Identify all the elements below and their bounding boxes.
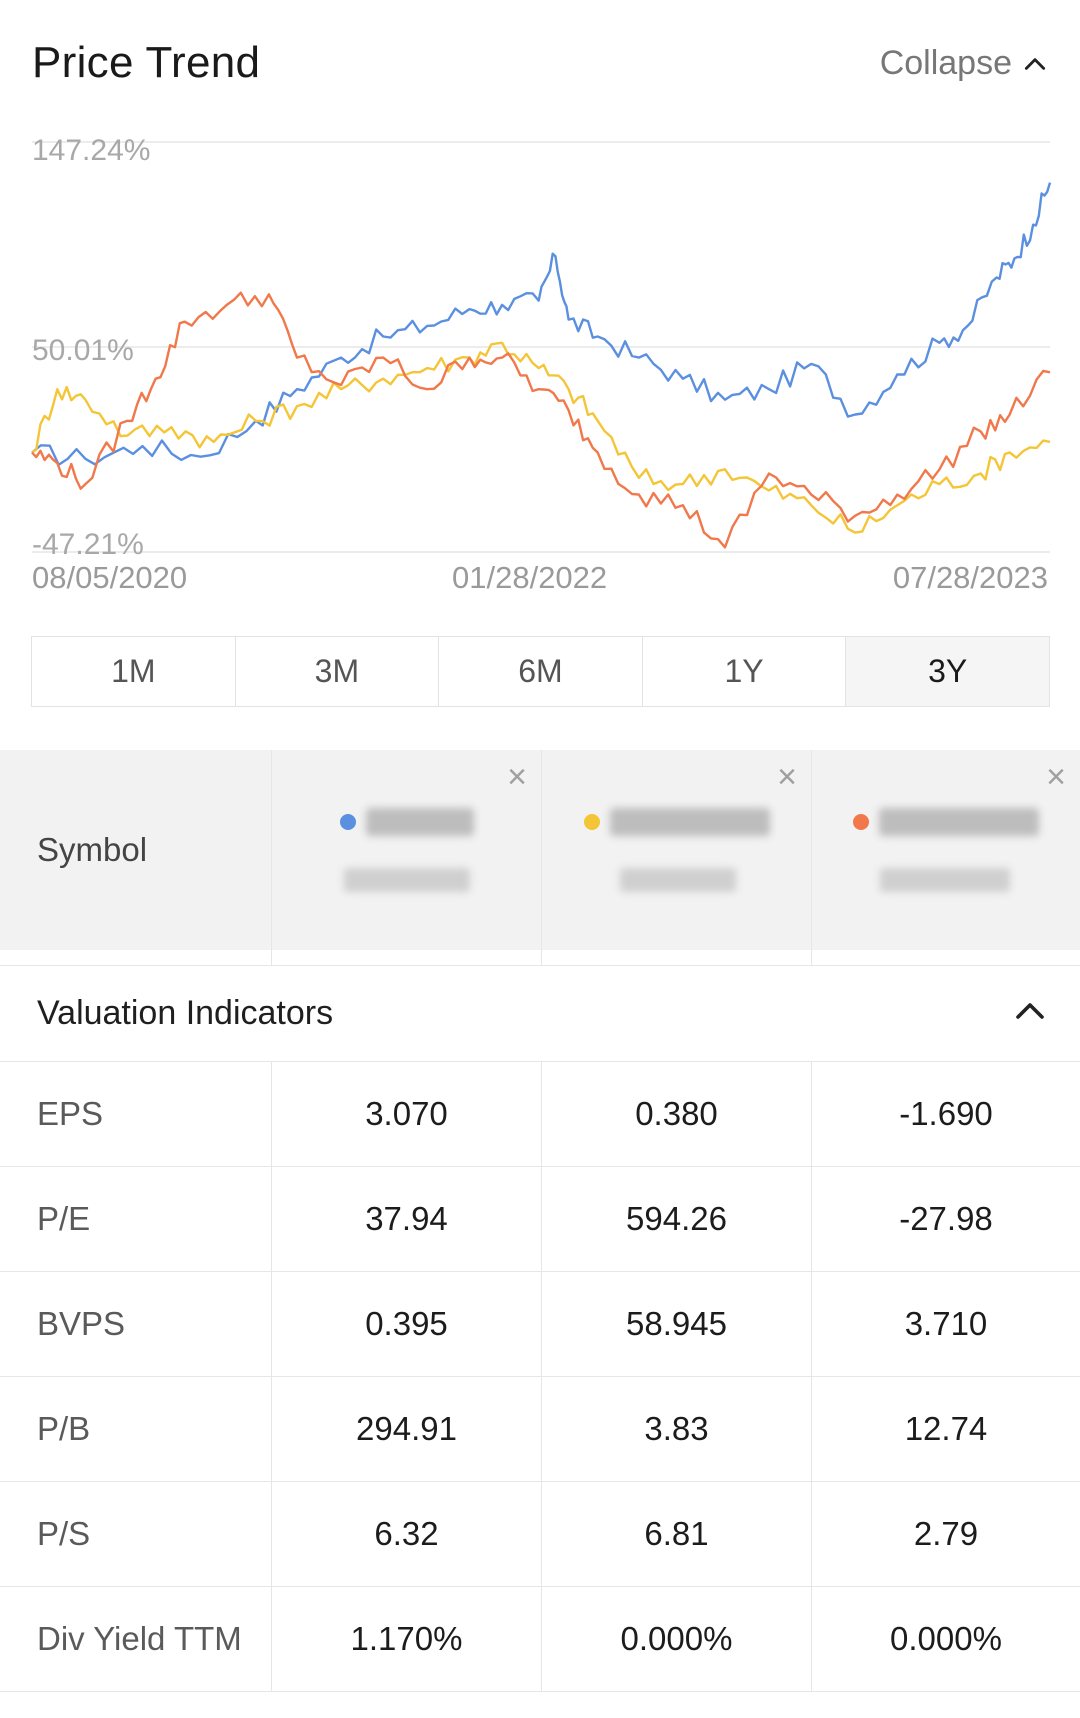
row-label: P/B — [0, 1377, 272, 1481]
time-range-selector: 1M 3M 6M 1Y 3Y — [31, 636, 1050, 707]
row-label: P/E — [0, 1167, 272, 1271]
row-label: EPS — [0, 1062, 272, 1166]
table-row: BVPS 0.395 58.945 3.710 — [0, 1272, 1080, 1377]
remove-symbol-1-icon[interactable]: × — [507, 758, 527, 796]
range-3y-button[interactable]: 3Y — [846, 637, 1049, 706]
section-title: Valuation Indicators — [37, 994, 334, 1032]
x-axis-label-mid: 01/28/2022 — [452, 560, 608, 595]
symbol-code-blurred — [344, 868, 470, 892]
price-trend-header: Price Trend Collapse — [0, 0, 1080, 130]
symbol-code-blurred — [620, 868, 736, 892]
row-value: 3.070 — [272, 1062, 542, 1166]
series-color-dot — [853, 814, 869, 830]
collapse-button[interactable]: Collapse — [880, 44, 1048, 83]
row-label: BVPS — [0, 1272, 272, 1376]
table-row: P/B 294.91 3.83 12.74 — [0, 1377, 1080, 1482]
y-axis-label-top: 147.24% — [32, 134, 151, 167]
row-value: 0.395 — [272, 1272, 542, 1376]
row-value: 1.170% — [272, 1587, 542, 1691]
row-label: Div Yield TTM — [0, 1587, 272, 1691]
series-line-3 — [31, 291, 1051, 549]
y-axis-label-mid: 50.01% — [32, 334, 134, 367]
comparison-table: Symbol × × × — [0, 750, 1080, 1692]
row-value: 294.91 — [272, 1377, 542, 1481]
row-value: 594.26 — [542, 1167, 812, 1271]
row-value: 12.74 — [904, 1410, 988, 1447]
table-row: EPS 3.070 0.380 -1.690 — [0, 1062, 1080, 1167]
symbol-column-3[interactable]: × — [812, 750, 1080, 950]
table-row: Div Yield TTM 1.170% 0.000% 0.000% — [0, 1587, 1080, 1692]
table-row: P/E 37.94 594.26 -27.98 — [0, 1167, 1080, 1272]
range-6m-button[interactable]: 6M — [439, 637, 643, 706]
range-3m-button[interactable]: 3M — [236, 637, 440, 706]
range-1y-button[interactable]: 1Y — [643, 637, 847, 706]
remove-symbol-2-icon[interactable]: × — [777, 758, 797, 796]
symbol-column-1[interactable]: × — [272, 750, 542, 950]
spacer-row — [0, 950, 1080, 966]
series-color-dot — [583, 814, 600, 830]
x-axis-label-start: 08/05/2020 — [32, 560, 188, 595]
chart-plot — [31, 141, 1052, 553]
page-title: Price Trend — [32, 38, 261, 87]
table-row: P/S 6.32 6.81 2.79 — [0, 1482, 1080, 1587]
symbol-column-2[interactable]: × — [542, 750, 812, 950]
range-1m-button[interactable]: 1M — [32, 637, 236, 706]
series-line-1 — [31, 182, 1052, 466]
symbol-name-blurred — [879, 808, 1039, 836]
remove-symbol-3-icon[interactable]: × — [1046, 758, 1066, 796]
row-value: 6.32 — [272, 1482, 542, 1586]
row-value: 58.945 — [542, 1272, 812, 1376]
row-value: 2.79 — [913, 1515, 979, 1552]
row-value: 0.000% — [542, 1587, 812, 1691]
series-line-2 — [31, 341, 1051, 534]
row-value: 6.81 — [542, 1482, 812, 1586]
row-value: 37.94 — [272, 1167, 542, 1271]
series-color-dot — [339, 814, 356, 830]
x-axis-label-end: 07/28/2023 — [892, 560, 1048, 595]
symbol-label: Symbol — [0, 750, 272, 950]
row-value: -27.98 — [899, 1200, 993, 1237]
chevron-up-icon — [1024, 57, 1046, 70]
y-axis-label-bottom: -47.21% — [32, 528, 144, 561]
symbol-row: Symbol × × × — [0, 750, 1080, 950]
row-value: -1.690 — [899, 1095, 993, 1132]
symbol-name-blurred — [609, 808, 770, 836]
row-value: 0.380 — [542, 1062, 812, 1166]
collapse-label: Collapse — [879, 44, 1012, 82]
row-value: 3.710 — [904, 1305, 988, 1342]
valuation-section-header[interactable]: Valuation Indicators — [0, 966, 1080, 1062]
row-label: P/S — [0, 1482, 272, 1586]
price-trend-chart: 147.24% 50.01% -47.21% 08/05/2020 01/28/… — [0, 130, 1080, 600]
chevron-up-icon[interactable] — [1012, 993, 1048, 1034]
symbol-code-blurred — [880, 868, 1010, 892]
symbol-name-blurred — [365, 808, 474, 836]
row-value: 0.000% — [890, 1620, 1002, 1657]
row-value: 3.83 — [542, 1377, 812, 1481]
